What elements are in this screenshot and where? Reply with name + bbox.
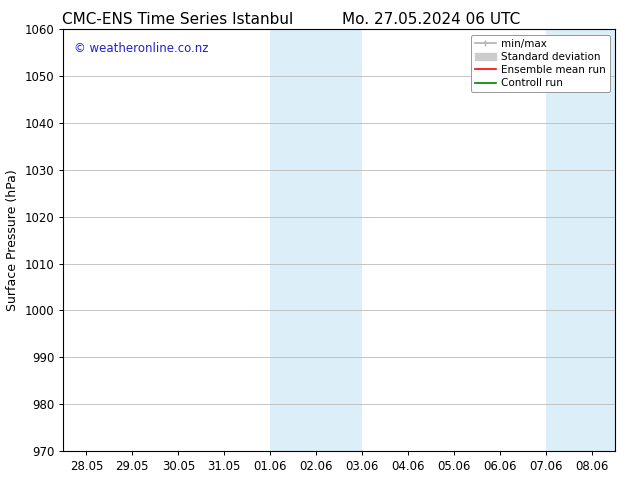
Text: © weatheronline.co.nz: © weatheronline.co.nz	[74, 42, 209, 55]
Bar	[270, 29, 362, 451]
Legend: min/max, Standard deviation, Ensemble mean run, Controll run: min/max, Standard deviation, Ensemble me…	[470, 35, 610, 92]
Y-axis label: Surface Pressure (hPa): Surface Pressure (hPa)	[6, 169, 19, 311]
Text: Mo. 27.05.2024 06 UTC: Mo. 27.05.2024 06 UTC	[342, 12, 521, 27]
Text: CMC-ENS Time Series Istanbul: CMC-ENS Time Series Istanbul	[62, 12, 293, 27]
Bar	[546, 29, 615, 451]
